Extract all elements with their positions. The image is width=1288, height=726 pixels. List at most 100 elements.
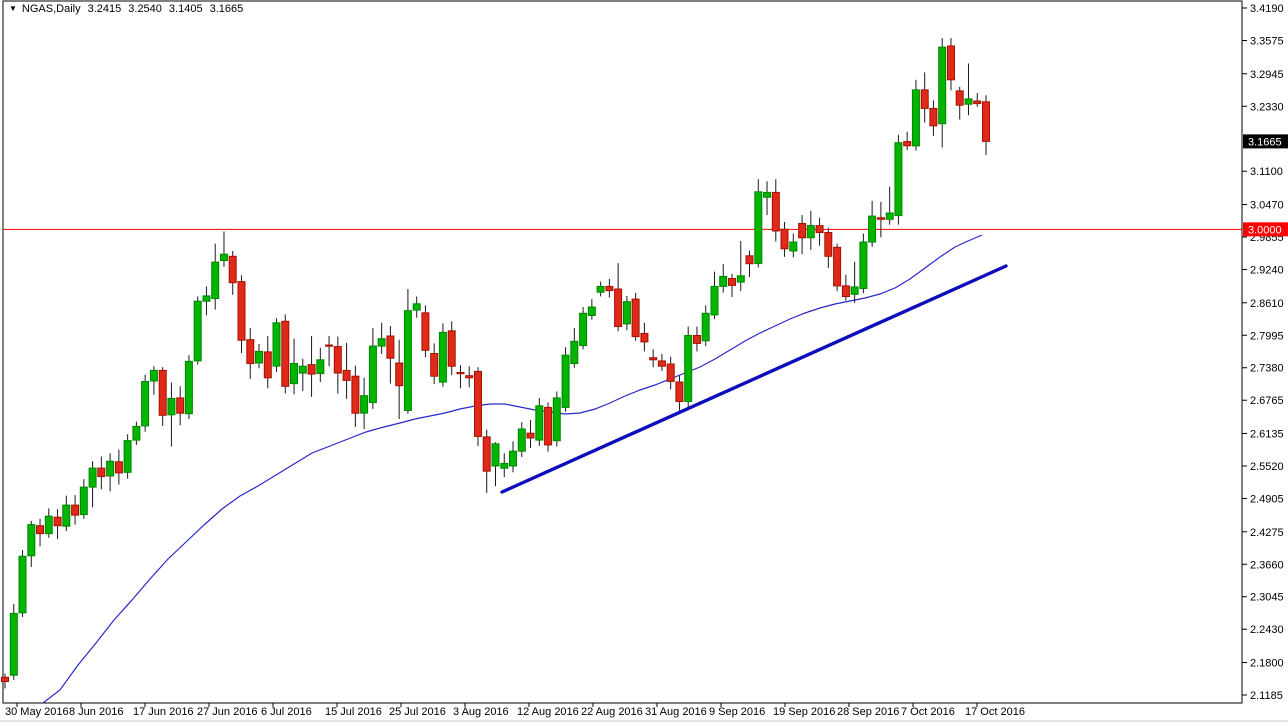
candle: [850, 261, 859, 303]
candle: [798, 215, 807, 255]
candle: [657, 354, 666, 371]
y-axis-tick-label: 2.6765: [1250, 395, 1284, 407]
candle: [351, 365, 360, 427]
candlesticks-group: [1, 38, 990, 689]
candle: [710, 271, 719, 320]
candle: [780, 221, 789, 257]
candle: [71, 495, 80, 525]
y-axis-tick-label: 3.2330: [1250, 101, 1284, 113]
y-axis-tick-label: 2.2430: [1250, 624, 1284, 636]
candle: [474, 367, 482, 446]
y-axis-tick-label: 3.0470: [1250, 200, 1284, 212]
candle: [894, 134, 903, 225]
candle: [868, 200, 877, 247]
candle: [263, 336, 272, 389]
candle: [964, 63, 973, 116]
candle: [149, 366, 158, 395]
quote-low: 3.1405: [168, 3, 203, 15]
candle: [220, 231, 228, 267]
candle: [745, 250, 754, 277]
candle: [44, 508, 53, 538]
candle: [246, 328, 255, 379]
quote-open: 3.2415: [87, 3, 122, 15]
candle: [272, 318, 281, 372]
candle: [841, 274, 850, 301]
candle: [579, 307, 588, 350]
candle: [307, 336, 316, 397]
candle: [377, 322, 386, 354]
candle: [938, 38, 947, 148]
candle: [596, 281, 605, 297]
candle: [123, 434, 132, 479]
y-axis-tick-label: 2.7380: [1250, 363, 1284, 375]
candle: [754, 179, 763, 268]
y-axis-tick-label: 3.3575: [1250, 35, 1284, 47]
candle: [789, 233, 798, 258]
candle: [509, 441, 517, 473]
candle: [9, 603, 18, 680]
candle: [622, 295, 631, 331]
candle: [62, 495, 71, 531]
candle: [859, 233, 868, 294]
candle: [570, 328, 579, 368]
y-axis-tick-label: 2.8610: [1250, 298, 1284, 310]
x-axis-date-label: 17 Oct 2016: [965, 706, 1025, 718]
candle: [920, 72, 929, 123]
y-axis-tick-label: 2.7995: [1250, 330, 1284, 342]
quote-high: 3.2540: [128, 3, 162, 15]
candle: [763, 181, 771, 216]
candle: [666, 356, 675, 390]
candle: [368, 328, 377, 409]
x-axis-date-label: 17 Jun 2016: [133, 706, 194, 718]
x-axis-date-label: 7 Oct 2016: [901, 706, 955, 718]
candle: [132, 421, 141, 445]
current-price-label-bg: [1243, 134, 1288, 149]
level-price-label-bg: [1243, 222, 1288, 237]
candle: [316, 347, 325, 382]
x-axis-date-label: 30 May 2016: [5, 706, 69, 718]
chart-frame: [2, 0, 1243, 704]
candle: [465, 366, 474, 388]
candle: [517, 422, 526, 457]
candle: [903, 131, 912, 151]
candle: [27, 520, 36, 567]
candle: [885, 186, 894, 225]
candle: [640, 322, 649, 352]
candle: [491, 442, 500, 487]
y-axis-tick-label: 2.5520: [1250, 461, 1284, 473]
candle: [53, 509, 62, 539]
current-price-label: 3.1665: [1248, 136, 1282, 148]
x-axis-date-label: 31 Aug 2016: [645, 706, 707, 718]
candle: [114, 449, 123, 485]
candle: [79, 479, 88, 519]
candle: [736, 241, 745, 292]
candle: [973, 93, 982, 107]
y-axis-tick-label: 2.4275: [1250, 527, 1284, 539]
candle: [403, 289, 412, 414]
candle: [438, 323, 447, 387]
y-axis-tick-label: 2.9240: [1250, 264, 1284, 276]
candle: [771, 179, 780, 242]
candle: [184, 355, 193, 419]
candle: [684, 326, 693, 408]
x-axis-date-label: 12 Aug 2016: [517, 706, 579, 718]
ascending-trendline[interactable]: [500, 264, 1008, 494]
candle: [649, 349, 658, 368]
candle: [298, 358, 307, 391]
candle: [430, 343, 439, 385]
y-axis-tick-label: 2.3045: [1250, 592, 1284, 604]
candle: [237, 275, 246, 353]
candle: [693, 326, 701, 352]
quote-close: 3.1665: [209, 3, 244, 15]
candle: [255, 344, 263, 369]
x-axis-date-label: 8 Jun 2016: [69, 706, 123, 718]
x-axis-date-label: 6 Jul 2016: [261, 706, 312, 718]
y-axis-tick-label: 2.4905: [1250, 493, 1284, 505]
candle: [290, 338, 298, 395]
candle: [281, 314, 290, 394]
x-axis-date-label: 15 Jul 2016: [325, 706, 382, 718]
chart-dropdown-arrow-icon[interactable]: ▼: [9, 4, 17, 13]
